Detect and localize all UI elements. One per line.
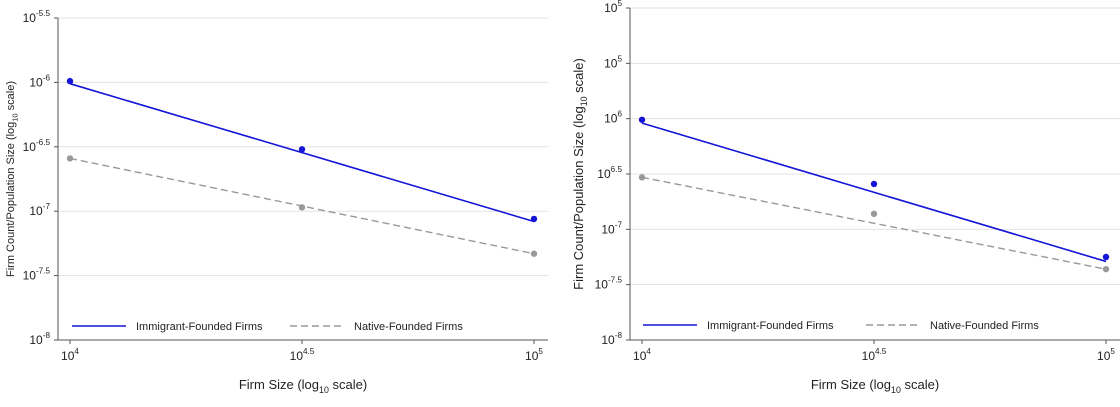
x-axis-label: Firm Size (log10 scale) [239,377,367,395]
x-axis-label-text: Firm Size (log [239,377,319,392]
y-tick-label-exp: -8 [43,331,51,340]
series-point [66,155,74,162]
y-tick-label: 10-7.5 [595,276,623,292]
x-tick-label-exp: 4 [74,347,79,356]
y-axis-label-subscript: 10 [10,113,19,121]
x-tick-label-base: 10 [1097,349,1111,363]
y-axis-label-subscript: 10 [579,96,589,106]
y-tick-label-exp: -6 [43,73,51,82]
x-tick-label: 104.5 [290,347,315,363]
y-tick-label-base: 10 [604,112,618,126]
y-tick-label-base: 10 [604,1,618,15]
x-axis-label-subscript: 10 [319,385,329,395]
x-tick-label: 104.5 [862,347,887,363]
y-tick-label-base: 10 [595,278,609,292]
series-point [870,180,878,188]
y-tick-label-exp: 6.5 [611,165,623,174]
y-tick-label-base: 10 [601,333,615,347]
x-axis-label-tail: scale) [329,377,367,392]
y-tick-label: 10-8 [29,331,50,347]
y-tick-label: 105 [604,54,622,70]
legend-label: Native-Founded Firms [354,321,463,333]
legend-label: Immigrant-Founded Firms [136,321,263,333]
y-tick-label-exp: -6.5 [36,138,51,147]
y-axis-label-text: Firm Count/Population Size (log [571,106,586,290]
y-axis-label: Firm Count/Population Size (log10 scale) [5,81,19,277]
series-point [638,174,646,181]
y-tick-label: 10-7 [601,220,622,236]
x-tick-label-base: 10 [525,349,539,363]
y-tick-label: 10-7 [29,202,50,218]
x-axis-label-tail: scale) [901,377,939,392]
y-tick-label: 106.5 [597,165,622,181]
x-tick-label: 105 [525,347,543,363]
x-tick-label-exp: 5 [538,347,543,356]
y-tick-label-base: 10 [604,56,618,70]
series-fit-line [69,82,535,223]
y-tick-label-base: 10 [29,204,43,218]
x-tick-label-base: 10 [862,349,876,363]
series-point [870,210,878,218]
y-tick-label-base: 10 [23,11,37,25]
x-tick-label: 104 [61,347,79,363]
y-axis-label-tail: scale) [571,58,586,96]
series-fit-line [641,176,1107,270]
y-tick-label-exp: 6 [617,110,622,119]
y-tick-label: 10-8 [601,331,622,347]
series-fit-line [641,122,1107,263]
y-axis-label-tail: scale) [5,81,17,113]
y-tick-label-base: 10 [23,140,37,154]
x-tick-label: 104 [633,347,651,363]
x-axis-label-subscript: 10 [891,385,901,395]
y-tick-label-exp: -8 [615,331,623,340]
y-axis-label-text: Firm Count/Population Size (log [5,122,17,277]
y-tick-label: 10-6.5 [23,138,51,154]
legend-label: Native-Founded Firms [930,320,1039,332]
series-point [298,204,306,211]
x-tick-label-base: 10 [633,349,647,363]
series-point [530,215,538,223]
series-point [298,146,306,153]
y-tick-label-exp: -7 [615,220,623,229]
x-tick-label: 105 [1097,347,1115,363]
y-tick-label-base: 10 [29,333,43,347]
y-tick-label-exp: -7 [43,202,51,211]
y-axis-label: Firm Count/Population Size (log10 scale) [571,58,589,290]
series-point [638,116,646,123]
x-tick-label-base: 10 [61,349,75,363]
y-tick-label: 10-6 [29,73,50,89]
y-tick-label: 10-5.5 [23,9,51,25]
series-point [530,250,538,257]
y-tick-label-exp: -7.5 [36,267,51,276]
y-tick-label: 105 [604,0,622,15]
series-point [1102,253,1110,261]
y-tick-label-exp: 5 [617,54,622,63]
x-tick-label-exp: 5 [1110,347,1115,356]
y-tick-label-exp: -5.5 [36,9,51,18]
series-point [66,77,74,85]
y-tick-label: 10-7.5 [23,267,51,283]
x-tick-label-exp: 4.5 [303,347,315,356]
x-axis-label-text: Firm Size (log [811,377,891,392]
y-tick-label-base: 10 [29,75,43,89]
x-axis-label: Firm Size (log10 scale) [811,377,939,395]
y-tick-label-base: 10 [601,222,615,236]
y-tick-label-exp: -7.5 [608,276,623,285]
y-tick-label-exp: 5 [617,0,622,8]
series-point [1102,265,1110,273]
x-tick-label-exp: 4 [646,347,651,356]
legend-label: Immigrant-Founded Firms [707,320,834,332]
x-tick-label-exp: 4.5 [875,347,887,356]
x-tick-label-base: 10 [290,349,304,363]
y-tick-label: 106 [604,110,622,126]
y-tick-label-base: 10 [597,167,611,181]
y-tick-label-base: 10 [23,269,37,283]
